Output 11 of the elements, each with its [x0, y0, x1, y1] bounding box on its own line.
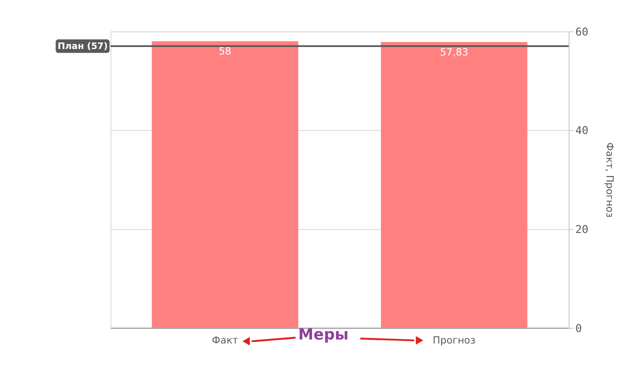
ref-line-label: План (57) — [58, 42, 108, 52]
x-tick-label: Факт — [212, 336, 238, 347]
text: 58 — [218, 46, 232, 58]
x-tick-label: Прогноз — [432, 336, 476, 347]
y-tick-label: 60 — [575, 25, 588, 38]
y-tick-label: 0 — [575, 322, 582, 335]
text: 57,83 — [440, 48, 468, 59]
y2-axis-title: Факт, Прогноз — [603, 142, 614, 218]
y-tick-label: 20 — [575, 223, 588, 236]
annotation: Меры — [298, 325, 349, 344]
y-tick-label: 40 — [575, 124, 588, 138]
